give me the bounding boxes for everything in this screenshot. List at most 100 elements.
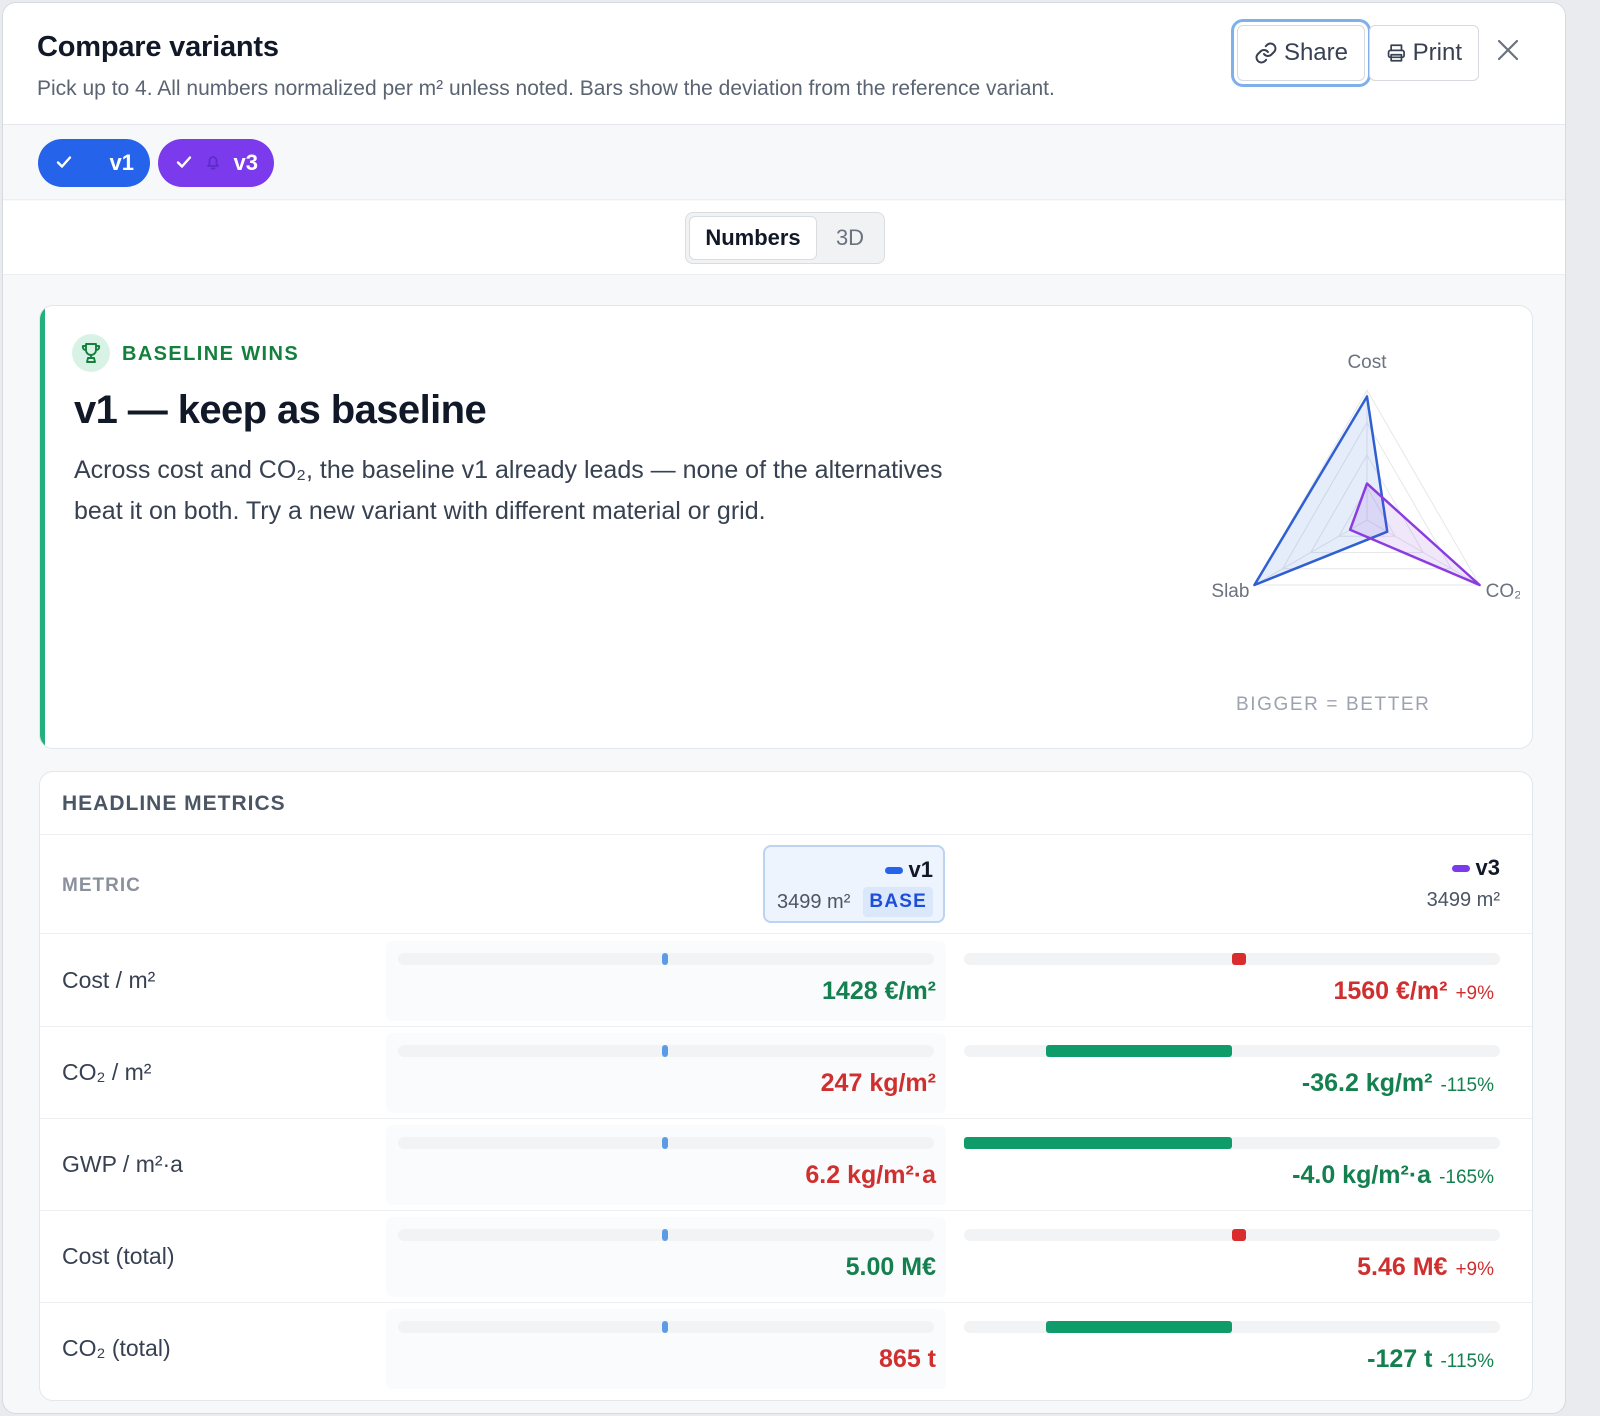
radar-grid-ring xyxy=(1253,389,1481,586)
print-button[interactable]: Print xyxy=(1369,25,1479,81)
deviation-marker xyxy=(662,953,668,965)
metric-value: 1560 €/m² xyxy=(1333,977,1448,1005)
share-button[interactable]: Share xyxy=(1231,19,1371,87)
metric-value: -36.2 kg/m² xyxy=(1301,1069,1433,1097)
print-label: Print xyxy=(1412,39,1462,66)
metric-delta: -115% xyxy=(1440,1075,1494,1096)
dialog-header: Compare variants Pick up to 4. All numbe… xyxy=(3,3,1565,125)
metric-cell-v1: 6.2 kg/m²·a xyxy=(386,1125,946,1205)
deviation-track xyxy=(398,1321,934,1333)
radar-axis-label: Cost xyxy=(1347,352,1387,373)
recommendation-text: Across cost and CO₂, the baseline v1 alr… xyxy=(74,456,943,525)
metric-value: -127 t xyxy=(1367,1345,1433,1373)
variant-chip-v3[interactable]: v3 xyxy=(158,139,274,187)
dialog-title: Compare variants xyxy=(37,31,279,63)
deviation-track xyxy=(398,1229,934,1241)
variant-area: 3499 m² xyxy=(1426,889,1500,911)
radar-axis-label: Slab xyxy=(1211,581,1249,602)
metric-label: Cost / m² xyxy=(62,967,156,993)
variant-name: v3 xyxy=(1475,855,1500,880)
radar-axis-line xyxy=(1254,519,1368,586)
variant-chip-v1[interactable]: v1 xyxy=(38,139,150,187)
tab-3d[interactable]: 3D xyxy=(835,225,865,250)
base-badge: BASE xyxy=(863,887,933,917)
variant-chip-bar: v1 v3 xyxy=(3,126,1565,200)
printer-icon xyxy=(1387,44,1405,62)
recommendation-title: v1 — keep as baseline xyxy=(74,388,487,432)
trophy-badge xyxy=(72,334,110,372)
metric-delta: +9% xyxy=(1455,1259,1494,1280)
deviation-track xyxy=(398,953,934,965)
metric-row: GWP / m²·a 6.2 kg/m²·a -4.0 kg/m²·a -165% xyxy=(40,1119,1532,1211)
deviation-bar xyxy=(964,1137,1232,1149)
link-icon xyxy=(1255,42,1277,64)
metric-cell-v1: 247 kg/m² xyxy=(386,1033,946,1113)
radar-note: BIGGER = BETTER xyxy=(1236,694,1431,715)
check-icon xyxy=(56,156,72,168)
chip-label: v1 xyxy=(109,150,134,175)
deviation-marker xyxy=(662,1045,668,1057)
metric-value: -4.0 kg/m²·a xyxy=(1292,1161,1432,1189)
v3-swatch xyxy=(1451,864,1470,872)
metric-label: GWP / m²·a xyxy=(62,1151,183,1177)
dialog-subtitle: Pick up to 4. All numbers normalized per… xyxy=(37,77,1055,100)
metric-cell-v3: -36.2 kg/m² -115% xyxy=(952,1033,1504,1113)
metric-value: 5.46 M€ xyxy=(1357,1253,1448,1281)
metric-cell-v3: -127 t -115% xyxy=(952,1309,1504,1389)
variant-header-v3[interactable]: v3 3499 m² xyxy=(1340,845,1510,923)
deviation-bar xyxy=(1232,1229,1246,1241)
recommendation-tag: BASELINE WINS xyxy=(122,343,300,365)
radar-chart: Cost CO₂ Slab xyxy=(1211,352,1520,602)
compare-variants-dialog: Compare variants Pick up to 4. All numbe… xyxy=(2,2,1566,1414)
deviation-track xyxy=(398,1045,934,1057)
metric-column-header: METRIC xyxy=(62,875,141,896)
radar-series-v1 xyxy=(1253,395,1389,587)
radar-axis-label: CO₂ xyxy=(1486,581,1520,602)
deviation-marker xyxy=(662,1229,668,1241)
metric-cell-v1: 865 t xyxy=(386,1309,946,1389)
check-icon xyxy=(176,156,192,168)
metric-row: CO₂ (total) 865 t -127 t -115% xyxy=(40,1303,1532,1395)
view-tabs-bar: Numbers 3D xyxy=(3,201,1565,275)
metric-value: 1428 €/m² xyxy=(822,977,936,1005)
deviation-bar xyxy=(1232,953,1246,965)
close-icon[interactable] xyxy=(1491,33,1525,67)
accent-stripe xyxy=(40,306,45,748)
chip-label: v3 xyxy=(233,150,258,175)
deviation-track xyxy=(964,953,1500,965)
deviation-track xyxy=(964,1137,1500,1149)
headline-metrics-card: HEADLINE METRICS METRIC v1 3499 m² BASE … xyxy=(39,771,1533,1401)
deviation-bar xyxy=(1046,1321,1232,1333)
v1-swatch xyxy=(884,866,903,874)
metrics-header-row: METRIC v1 3499 m² BASE v3 3499 m² xyxy=(40,834,1532,934)
metric-value: 5.00 M€ xyxy=(845,1253,936,1281)
deviation-track xyxy=(964,1045,1500,1057)
share-label: Share xyxy=(1283,39,1348,66)
deviation-track xyxy=(398,1137,934,1149)
metric-label: CO₂ / m² xyxy=(62,1059,152,1085)
variant-header-v1[interactable]: v1 3499 m² BASE xyxy=(763,845,945,923)
metric-delta: -115% xyxy=(1440,1351,1494,1372)
recommendation-card: BASELINE WINS v1 — keep as baseline Acro… xyxy=(39,305,1533,749)
radar-grid-ring xyxy=(1281,421,1453,570)
metric-value: 865 t xyxy=(879,1345,936,1373)
variant-area: 3499 m² xyxy=(777,891,851,913)
metrics-title: HEADLINE METRICS xyxy=(62,792,286,815)
deviation-track xyxy=(964,1229,1500,1241)
radar-grid-ring xyxy=(1309,454,1425,553)
deviation-marker xyxy=(662,1137,668,1149)
metric-label: CO₂ (total) xyxy=(62,1335,171,1361)
metric-cell-v3: 5.46 M€ +9% xyxy=(952,1217,1504,1297)
bell-icon xyxy=(207,156,219,170)
metric-cell-v3: 1560 €/m² +9% xyxy=(952,941,1504,1021)
trophy-icon xyxy=(81,343,101,363)
metric-delta: +9% xyxy=(1455,983,1494,1004)
tab-numbers[interactable]: Numbers xyxy=(689,216,817,260)
metric-value: 6.2 kg/m²·a xyxy=(805,1161,936,1189)
deviation-track xyxy=(964,1321,1500,1333)
metric-row: Cost (total) 5.00 M€ 5.46 M€ +9% xyxy=(40,1211,1532,1303)
metric-delta: -165% xyxy=(1439,1167,1494,1188)
view-toggle: Numbers 3D xyxy=(685,212,885,264)
metric-value: 247 kg/m² xyxy=(820,1069,936,1097)
metric-cell-v1: 5.00 M€ xyxy=(386,1217,946,1297)
